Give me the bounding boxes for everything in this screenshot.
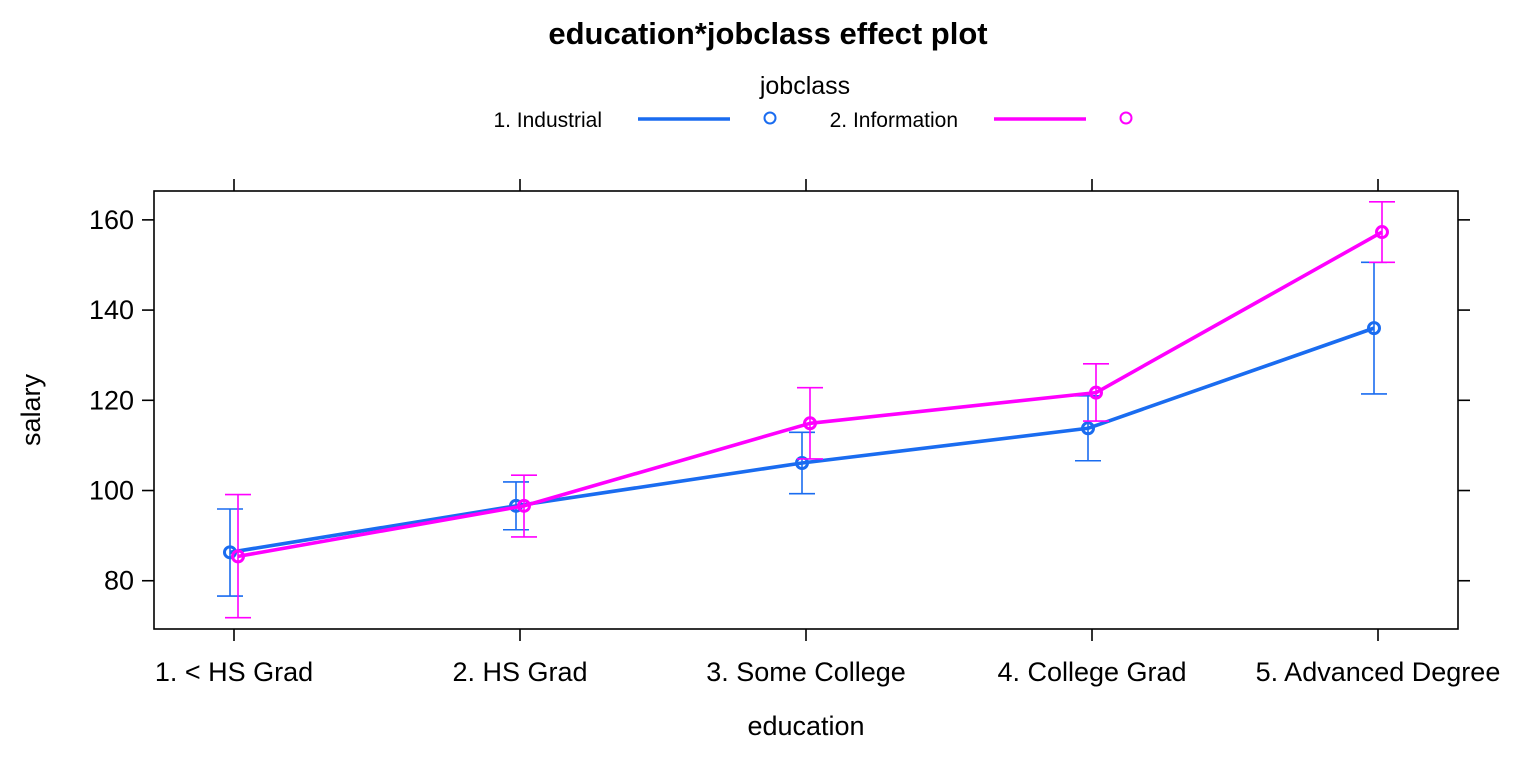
series-layer <box>217 201 1395 619</box>
legend: jobclass 1. Industrial 2. Information <box>493 72 1133 132</box>
data-point <box>231 549 245 564</box>
x-tick-label: 2. HS Grad <box>452 657 587 687</box>
y-tick-label: 140 <box>89 295 134 325</box>
data-point <box>1089 385 1103 400</box>
x-tick-label: 3. Some College <box>706 657 906 687</box>
legend-item: 2. Information <box>830 109 1133 132</box>
y-tick-label: 160 <box>89 205 134 235</box>
data-point <box>1367 321 1381 336</box>
y-axis: 80 100 120 140 160 <box>89 205 1470 596</box>
x-tick-label: 1. < HS Grad <box>155 657 313 687</box>
legend-item: 1. Industrial <box>493 109 777 132</box>
series-1 <box>217 261 1387 597</box>
x-axis-label: education <box>747 711 864 741</box>
x-axis: 1. < HS Grad 2. HS Grad 3. Some College 4. … <box>155 179 1501 687</box>
legend-point-swatch <box>763 111 777 125</box>
y-tick-label: 80 <box>104 566 134 596</box>
x-tick-label: 4. College Grad <box>997 657 1186 687</box>
legend-point-swatch <box>1119 111 1133 125</box>
y-axis-label: salary <box>16 373 46 446</box>
data-point <box>1375 225 1389 240</box>
legend-title: jobclass <box>759 72 850 100</box>
x-tick-label: 5. Advanced Degree <box>1256 657 1501 687</box>
data-point <box>795 456 809 471</box>
legend-label: 1. Industrial <box>493 109 602 132</box>
chart-title: education*jobclass effect plot <box>548 16 987 51</box>
data-point <box>1081 421 1095 436</box>
y-tick-label: 100 <box>89 476 134 506</box>
y-tick-label: 120 <box>89 385 134 415</box>
legend-label: 2. Information <box>830 109 958 132</box>
data-point <box>517 498 531 513</box>
data-point <box>803 416 817 431</box>
plot-frame <box>153 190 1459 630</box>
series-2 <box>225 201 1395 619</box>
series-line <box>237 230 1383 559</box>
series-line <box>229 326 1375 555</box>
